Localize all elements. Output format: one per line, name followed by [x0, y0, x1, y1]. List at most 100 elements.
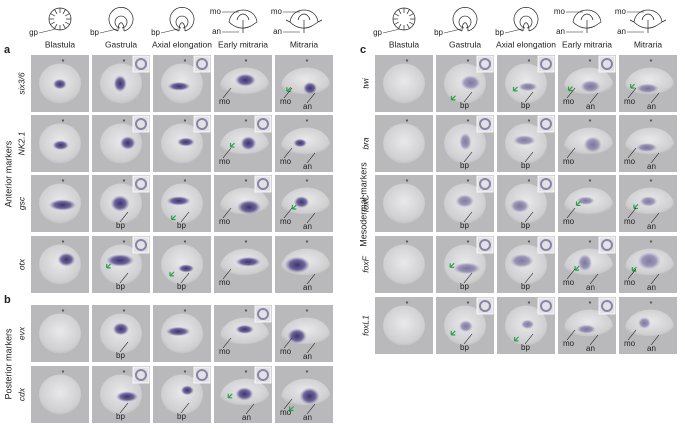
stain: [453, 262, 481, 275]
stain: [577, 254, 593, 272]
arrow: [291, 204, 297, 210]
inset-embryo: [479, 178, 491, 190]
stain: [167, 81, 191, 91]
panel-label: mo: [624, 97, 636, 106]
inset-embryo: [479, 239, 491, 251]
stage-label: Gastrula: [449, 39, 481, 49]
panel-label: mo: [563, 157, 575, 166]
schematic-outline: [519, 15, 533, 29]
orientation-marker: *: [62, 119, 65, 126]
panel-label: mo: [219, 157, 231, 166]
schematic-outline: [513, 7, 539, 32]
schematic-line: [62, 24, 66, 29]
schematic-label: bp: [434, 28, 443, 37]
orientation-marker: *: [467, 301, 470, 308]
gene-label: foxC: [360, 194, 370, 212]
panel-label: mo: [563, 217, 575, 226]
orientation-marker: *: [406, 119, 409, 126]
orientation-marker: *: [406, 59, 409, 66]
schematic-outline: [641, 13, 655, 21]
schematic-line: [406, 24, 410, 29]
embryo: [161, 244, 203, 285]
schematic-line: [62, 9, 66, 14]
inset-embryo: [540, 239, 552, 251]
orientation-marker: *: [528, 179, 531, 186]
schematic-label: bp: [495, 28, 504, 37]
stain: [576, 324, 596, 334]
leader-line: [463, 272, 473, 284]
schematic-outline: [629, 19, 667, 23]
panel-label: mo: [624, 339, 636, 348]
leader-line: [524, 333, 534, 345]
inset-embryo: [135, 58, 147, 70]
schematic-label: gp: [373, 28, 382, 37]
gene-label: gsc: [16, 196, 26, 210]
schematic-label: an: [556, 27, 565, 36]
orientation-marker: *: [467, 119, 470, 126]
arrow: [450, 330, 456, 336]
stain: [57, 252, 76, 267]
stain: [299, 387, 320, 405]
panel-label: bp: [116, 412, 125, 421]
leader-line: [222, 337, 232, 349]
panel-label: bp: [460, 101, 469, 110]
panel-label: an: [647, 283, 656, 292]
schematic-label: mo: [210, 7, 222, 16]
panel-label: bp: [460, 161, 469, 170]
gene-label: twi: [360, 77, 370, 89]
stain: [234, 73, 256, 87]
stage-label: Blastula: [45, 39, 76, 49]
panel-label: bp: [460, 343, 469, 352]
leader-line: [180, 272, 190, 284]
inset-embryo: [540, 300, 552, 312]
stain: [510, 253, 534, 268]
schematic-label: bp: [151, 28, 160, 37]
orientation-marker: *: [184, 119, 187, 126]
panel-label: bp: [521, 101, 530, 110]
leader-line: [627, 268, 637, 280]
schematic-outline: [117, 22, 125, 32]
schematic-outline: [580, 13, 594, 21]
embryo: [383, 63, 425, 104]
schematic-line: [65, 21, 70, 25]
stain: [639, 196, 658, 207]
panel-label: bp: [521, 343, 530, 352]
orientation-marker: *: [245, 179, 248, 186]
stain: [293, 138, 307, 148]
gene-label: NK2.1: [16, 131, 26, 155]
schematic: [392, 7, 416, 31]
stain: [636, 143, 658, 152]
orientation-marker: *: [589, 240, 592, 247]
stain: [110, 195, 130, 212]
orientation-marker: *: [306, 179, 309, 186]
panel-letter: c: [360, 44, 366, 56]
panel-label: an: [647, 102, 656, 111]
stain: [455, 194, 475, 208]
schematic-label: bp: [90, 28, 99, 37]
panel-label: an: [586, 283, 595, 292]
panel-label: mo: [219, 97, 231, 106]
orientation-marker: *: [589, 59, 592, 66]
schematic-outline: [114, 15, 128, 29]
orientation-marker: *: [245, 59, 248, 66]
stain: [284, 256, 310, 274]
leader-line: [119, 341, 129, 353]
orientation-marker: *: [589, 119, 592, 126]
arrow: [513, 336, 519, 342]
gene-label: otx: [16, 258, 26, 270]
arrow: [574, 265, 580, 271]
inset-embryo: [540, 178, 552, 190]
stain: [460, 75, 481, 91]
schematic-line: [54, 9, 58, 14]
schematic-outline: [178, 22, 186, 32]
schematic-line: [65, 13, 70, 17]
stain: [518, 82, 538, 92]
leader-line: [222, 268, 232, 280]
orientation-marker: *: [123, 370, 126, 377]
schematic-outline: [461, 22, 469, 32]
panel-label: an: [586, 102, 595, 111]
embryo: [161, 374, 203, 415]
panel-label: mo: [280, 347, 292, 356]
leader-line: [180, 211, 190, 223]
orientation-marker: *: [62, 240, 65, 247]
